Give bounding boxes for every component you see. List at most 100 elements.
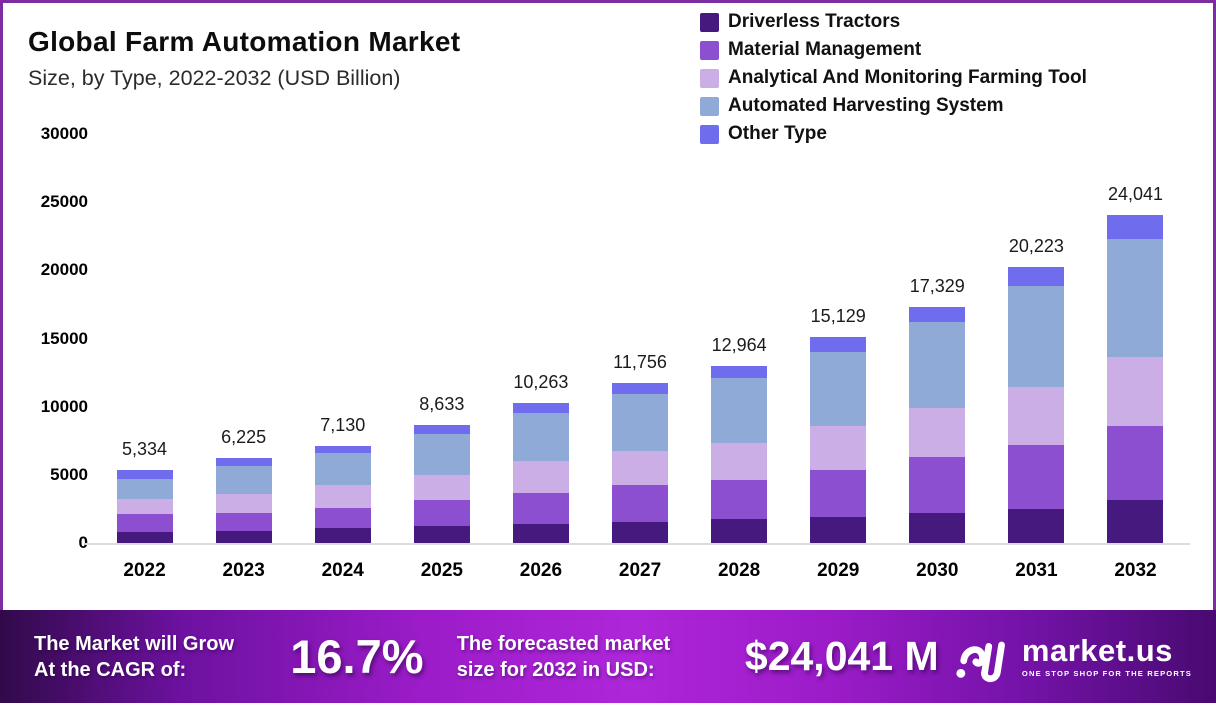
bar-segment (711, 366, 768, 378)
bar-segment (413, 525, 470, 543)
bar-segment (1008, 267, 1065, 286)
bar-column: 12,964 (690, 110, 789, 543)
bar-segment (612, 394, 669, 452)
bar-segment (215, 512, 272, 531)
bar-segment (116, 531, 173, 543)
x-axis-tick-label: 2023 (222, 560, 265, 581)
bar-segment (810, 516, 867, 543)
stacked-bar (512, 403, 569, 543)
footer-banner: The Market will Grow At the CAGR of: 16.… (0, 610, 1216, 703)
bar-segment (1107, 239, 1164, 357)
bar-segment (215, 466, 272, 495)
bar-column: 6,225 (194, 110, 293, 543)
bar-segment (413, 425, 470, 435)
stacked-bar (810, 336, 867, 543)
bar-segment (116, 513, 173, 532)
bar-segment (512, 492, 569, 525)
bar-total-label: 11,756 (613, 351, 667, 372)
y-axis-tick-label: 25000 (40, 192, 88, 212)
legend-label: Automated Harvesting System (728, 95, 1004, 116)
bar-column: 24,041 (1086, 110, 1185, 543)
legend-label: Analytical And Monitoring Farming Tool (728, 67, 1087, 88)
stacked-bar (711, 366, 768, 543)
stacked-bar (1107, 215, 1164, 543)
x-axis-tick-label: 2031 (1015, 560, 1058, 581)
legend-item: Analytical And Monitoring Farming Tool (700, 64, 1087, 92)
bar-segment (314, 485, 371, 508)
legend-label: Other Type (728, 123, 827, 144)
bar-total-label: 20,223 (1008, 236, 1064, 257)
y-axis-tick-label: 5000 (50, 464, 88, 484)
y-axis-tick-label: 10000 (40, 396, 88, 416)
bar-segment (314, 445, 371, 454)
page-title: Global Farm Automation Market (28, 26, 461, 57)
brand-text: market.us ONE STOP SHOP FOR THE REPORTS (1022, 635, 1192, 678)
page-subtitle: Size, by Type, 2022-2032 (USD Billion) (28, 66, 401, 90)
bar-segment (116, 478, 173, 499)
bar-segment (909, 407, 966, 457)
legend-swatch-icon (700, 124, 719, 144)
cagr-label: The Market will Grow At the CAGR of: (34, 631, 275, 683)
bar-segment (810, 351, 867, 427)
y-axis-tick-label: 30000 (40, 124, 88, 144)
bar-column: 20,223 (987, 110, 1086, 543)
bar-total-label: 10,263 (513, 372, 569, 393)
legend-item: Automated Harvesting System (700, 92, 1087, 120)
bar-segment (810, 336, 867, 352)
x-axis-baseline (85, 543, 1190, 545)
legend-label: Driverless Tractors (728, 11, 901, 32)
bar-segment (1107, 500, 1164, 543)
bar-segment (314, 453, 371, 486)
x-axis-tick-label: 2027 (618, 560, 662, 581)
forecast-label-line2: size for 2032 in USD: (456, 658, 655, 681)
y-axis-tick-label: 15000 (40, 328, 88, 348)
bar-segment (512, 413, 569, 462)
y-axis-tick-label: 20000 (40, 260, 88, 280)
bar-segment (1107, 356, 1164, 426)
bar-column: 10,263 (491, 110, 590, 543)
bar-segment (1107, 425, 1164, 501)
x-axis-tick-label: 2029 (817, 560, 860, 581)
bar-segment (810, 426, 867, 470)
bar-segment (1008, 444, 1065, 509)
bar-segment (116, 470, 173, 479)
bar-segment (413, 475, 470, 500)
market-us-logo-icon (956, 641, 1005, 682)
legend-item: Other Type (700, 120, 1087, 148)
stacked-bar (215, 458, 272, 543)
legend-swatch-icon (700, 40, 719, 60)
x-axis-tick-label: 2025 (420, 560, 463, 581)
bar-segment (711, 377, 768, 443)
forecast-value: $24,041 M (744, 633, 939, 679)
stacked-bar (116, 470, 173, 543)
bar-segment (612, 485, 669, 523)
bar-segment (1008, 386, 1065, 445)
bar-segment (612, 382, 669, 395)
brand-logo: market.us ONE STOP SHOP FOR THE REPORTS (954, 631, 1192, 683)
bar-segment (810, 469, 867, 517)
legend-label: Material Management (728, 39, 922, 60)
bar-segment (215, 530, 272, 543)
bar-total-label: 15,129 (810, 305, 866, 326)
bar-segment (413, 434, 470, 476)
bar-segment (314, 507, 371, 529)
stacked-bar (413, 425, 470, 543)
legend-swatch-icon (700, 12, 719, 32)
bar-segment (909, 513, 966, 543)
bar-column: 15,129 (789, 110, 888, 543)
x-axis-tick-label: 2032 (1114, 560, 1157, 581)
stacked-bar-plot: 5,334 6,225 7,130 8,633 10,263 11,756 12,964 15… (95, 110, 1185, 543)
bar-segment (215, 458, 272, 467)
bar-segment (413, 499, 470, 526)
brand-name: market.us (1021, 633, 1173, 668)
bar-total-label: 6,225 (221, 427, 267, 448)
bar-total-label: 8,633 (419, 394, 465, 415)
x-axis-tick-label: 2026 (519, 560, 563, 581)
y-axis-tick-label: 0 (78, 533, 88, 552)
bar-column: 8,633 (392, 110, 491, 543)
legend-item: Material Management (700, 36, 1087, 64)
bar-segment (711, 479, 768, 520)
cagr-label-line1: The Market will Grow (34, 632, 235, 655)
bar-column: 5,334 (95, 110, 194, 543)
